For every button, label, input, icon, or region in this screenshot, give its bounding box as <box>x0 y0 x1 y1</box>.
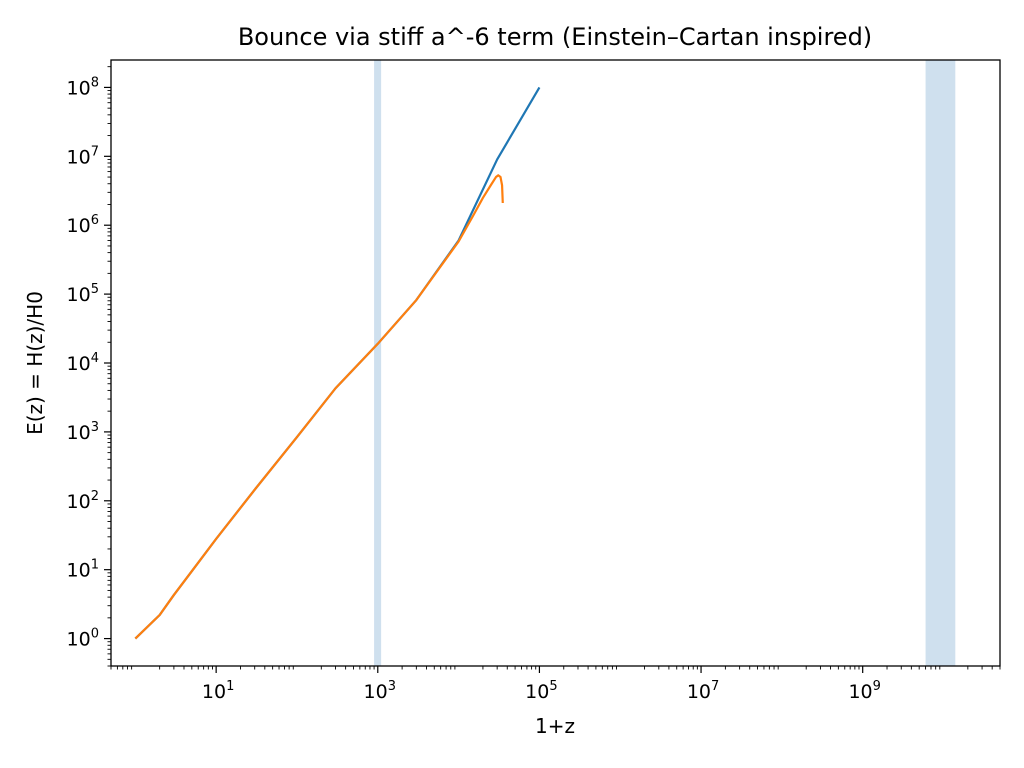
y-tick-label: 105 <box>67 282 99 306</box>
shaded-band-2 <box>925 60 956 666</box>
series-lines <box>134 86 541 640</box>
y-tick-label: 107 <box>67 144 99 168</box>
y-tick-label: 106 <box>67 213 99 237</box>
y-tick-label: 103 <box>67 420 99 444</box>
x-tick-label: 105 <box>525 679 557 703</box>
y-tick-label: 101 <box>67 558 99 582</box>
x-tick-label: 109 <box>848 679 880 703</box>
y-tick-label: 104 <box>67 351 99 375</box>
x-tick-label: 107 <box>687 679 719 703</box>
y-tick-label: 102 <box>67 489 99 513</box>
shaded-band-1 <box>374 60 382 666</box>
x-tick-label: 101 <box>202 679 234 703</box>
x-tick-label: 103 <box>364 679 396 703</box>
x-axis-ticks: 101 103 105 107 109 <box>110 666 1001 703</box>
y-axis-ticks: 100 101 102 103 104 105 106 107 108 <box>67 66 111 667</box>
x-axis-label: 1+z <box>535 714 575 738</box>
y-tick-label: 108 <box>67 75 99 99</box>
y-axis-label: E(z) = H(z)/H0 <box>23 291 47 435</box>
chart-title: Bounce via stiff a^-6 term (Einstein–Car… <box>238 23 872 51</box>
shaded-bands <box>374 60 956 666</box>
y-tick-label: 100 <box>67 627 99 651</box>
series-line-2 <box>134 174 504 640</box>
